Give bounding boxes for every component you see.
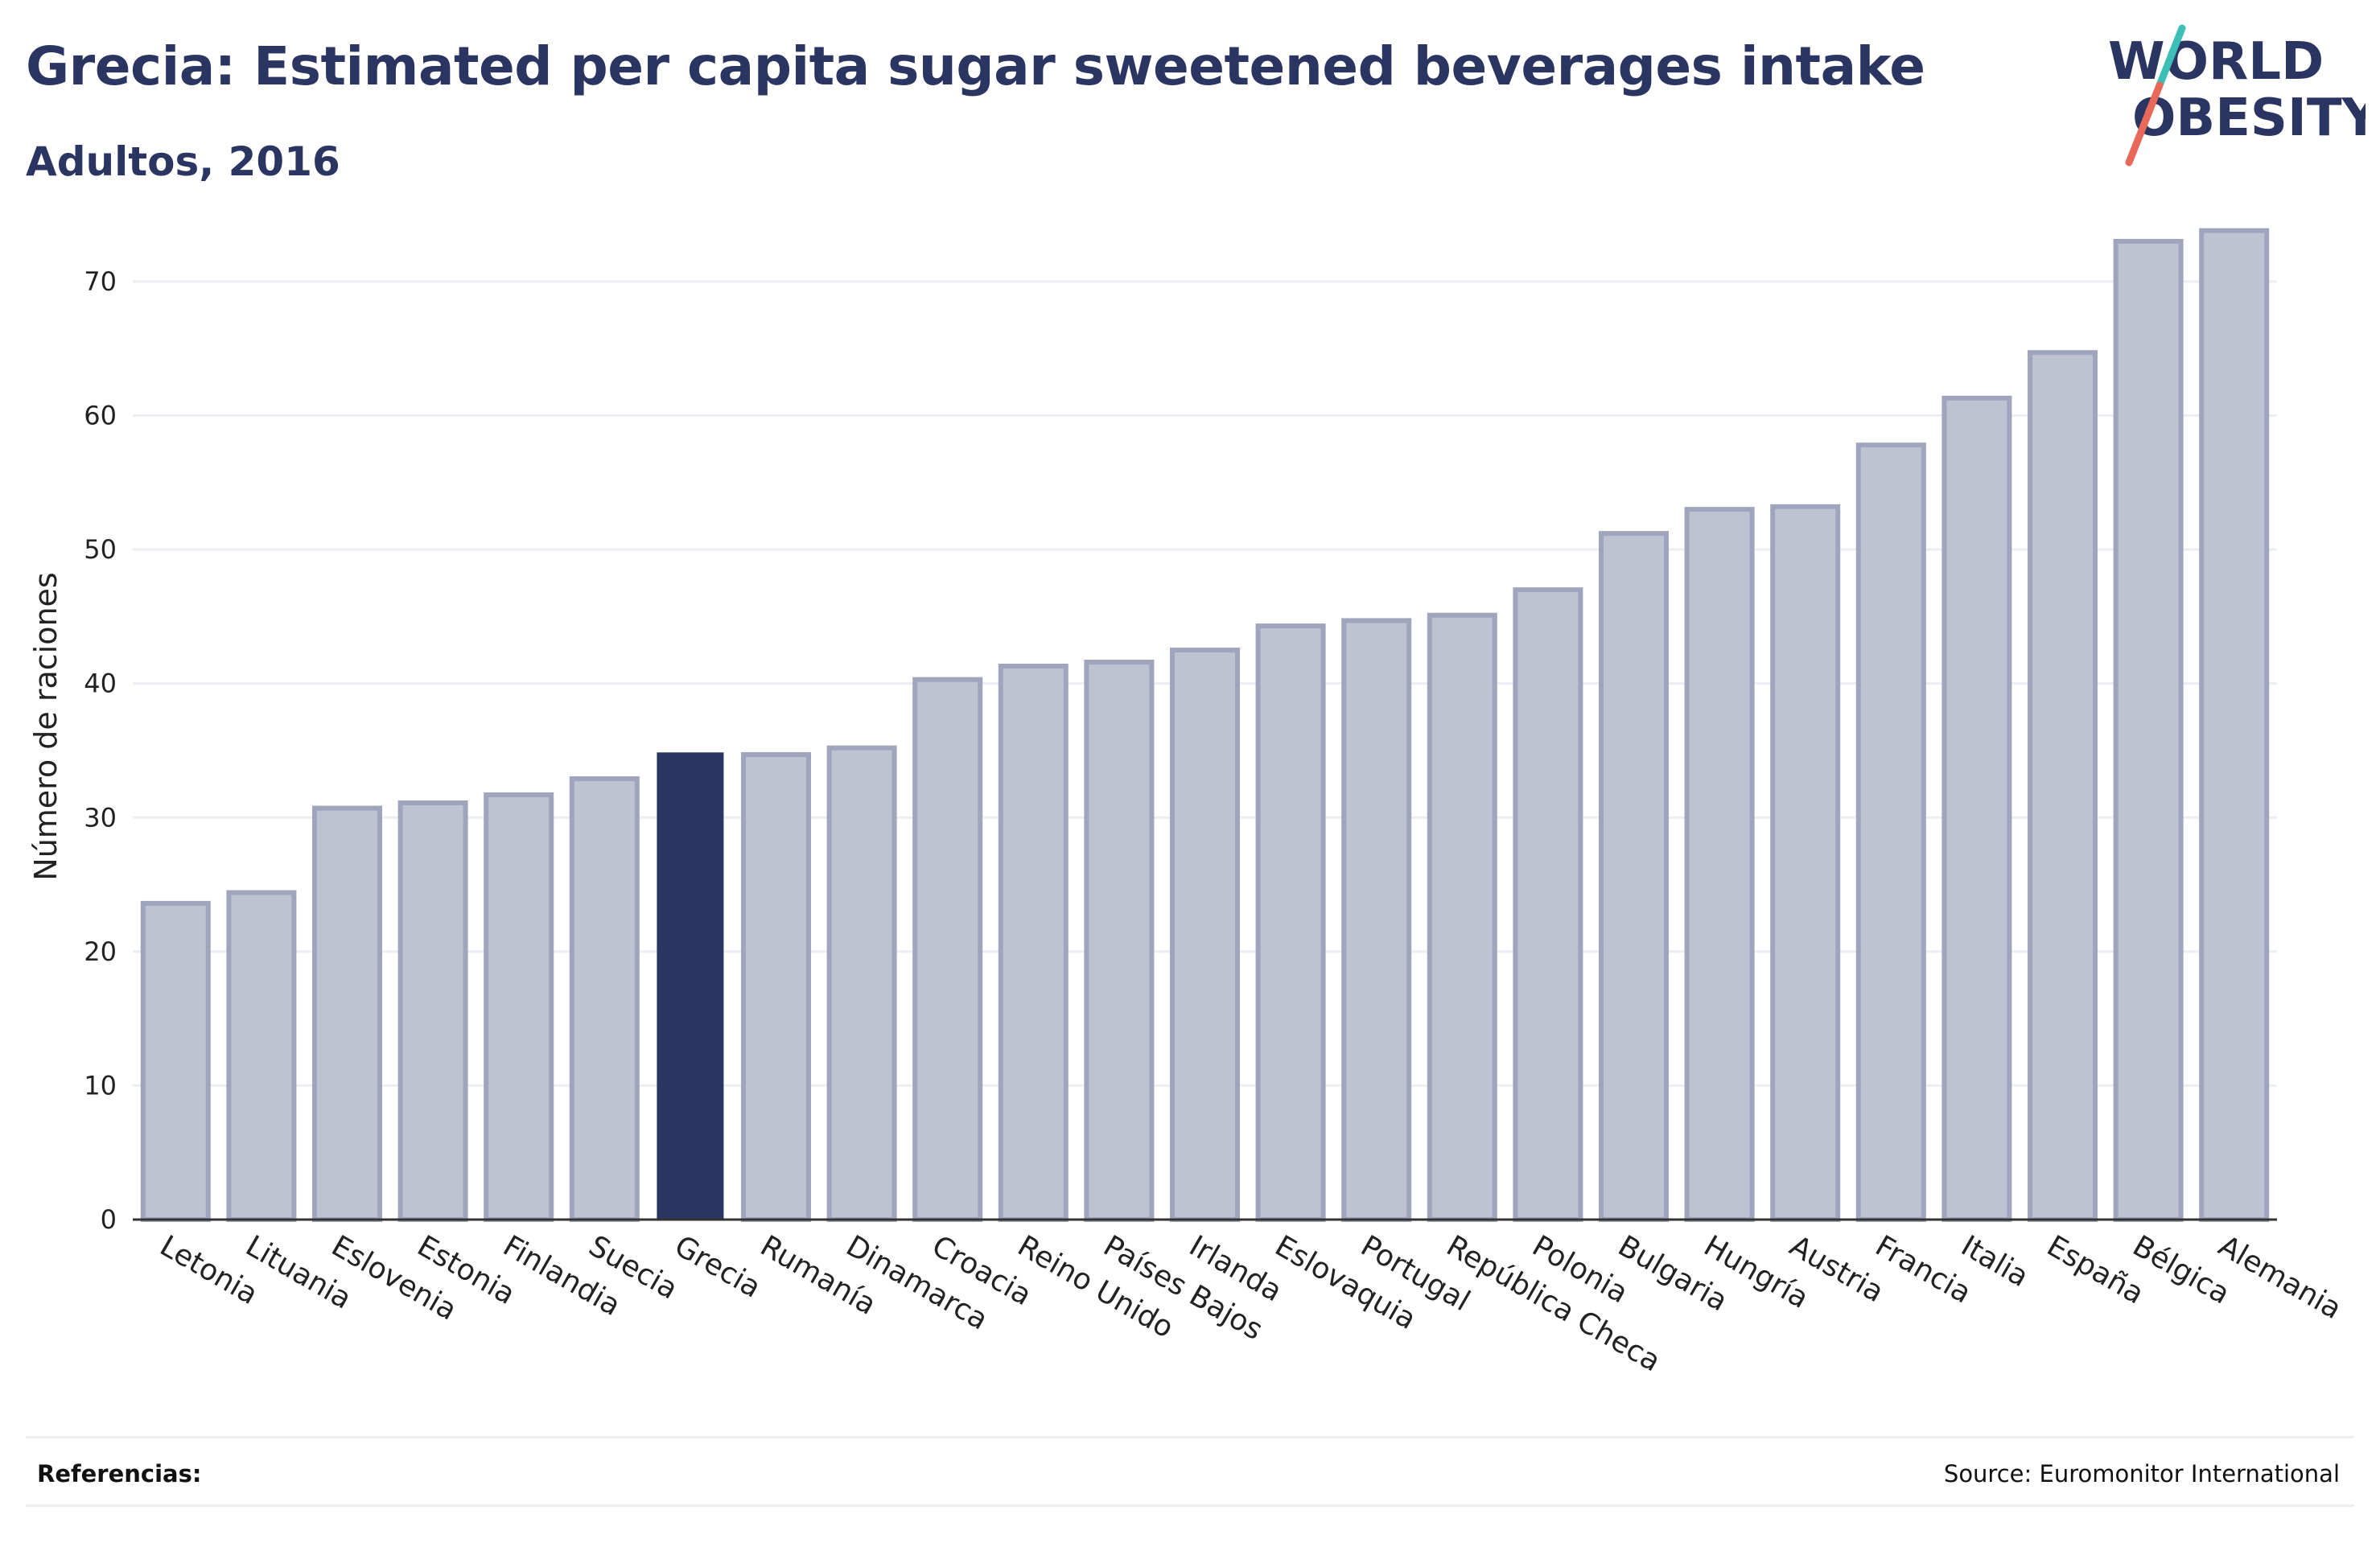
y-tick-label-0: 0 [101,1204,117,1235]
bar-francia [1855,442,1926,1222]
bar-grecia [657,752,724,1220]
x-tick-label-españa: España [2041,1229,2149,1310]
logo-slash-top [2156,24,2186,89]
bar-eslovaquia [1255,623,1326,1222]
footer-references-label: Referencias: [37,1460,202,1487]
bars [140,228,2270,1223]
y-tick-label-30: 30 [84,802,117,833]
bar-bulgaria [1598,531,1670,1222]
footer-divider-top [26,1436,2354,1438]
y-axis-title: Número de raciones [28,572,64,880]
bar-dinamarca [826,745,897,1222]
bar-eslovenia [311,805,383,1223]
footer-source: Source: Euromonitor International [1943,1460,2340,1487]
y-axis-ticks: 0 10 20 30 40 50 60 70 [84,266,117,1235]
logo-line-1: WORLD [2108,32,2324,92]
bar-alemania [2199,228,2270,1223]
bar-austria [1770,504,1841,1222]
y-tick-label-20: 20 [84,936,117,967]
chart-title: Grecia: Estimated per capita sugar sweet… [26,35,1925,97]
y-tick-label-10: 10 [84,1070,117,1101]
y-tick-label-60: 60 [84,401,117,431]
x-axis-labels: LetoniaLituaniaEsloveniaEstoniaFinlandia… [154,1229,2347,1378]
x-tick-label-letonia: Letonia [154,1229,263,1311]
x-tick-label-grecia: Grecia [669,1229,766,1304]
chart-subtitle: Adultos, 2016 [26,138,340,185]
y-tick-label-50: 50 [84,534,117,565]
x-tick-label-alemania: Alemania [2213,1229,2347,1326]
world-obesity-logo: WORLD OBESITY [2108,24,2366,167]
y-tick-label-40: 40 [84,669,117,699]
bar-hungría [1684,507,1755,1222]
bar-lituania [226,890,297,1222]
bar-españa [2027,350,2098,1222]
bar-italia [1941,395,2012,1223]
logo-slash-bottom [2125,81,2164,167]
bar-países-bajos [1084,660,1155,1222]
bar-irlanda [1169,648,1241,1222]
bar-bélgica [2113,238,2184,1223]
bar-reino-unido [998,664,1069,1222]
x-tick-label-bélgica: Bélgica [2127,1229,2235,1310]
x-tick-label-francia: Francia [1870,1229,1977,1310]
bar-suecia [569,776,640,1222]
bar-chart: 0 10 20 30 40 50 60 70 LetoniaLituaniaEslovenia… [28,228,2347,1378]
bar-letonia [140,900,211,1222]
bar-portugal [1341,618,1412,1222]
logo-line-2: OBESITY [2132,88,2366,148]
bar-polonia [1513,587,1583,1222]
y-tick-label-70: 70 [84,266,117,297]
bar-rumanía [740,751,812,1222]
bar-estonia [397,800,468,1222]
bar-república-checa [1427,612,1497,1222]
bar-finlandia [484,792,554,1222]
footer-divider-bottom [26,1504,2354,1507]
bar-croacia [912,677,983,1222]
